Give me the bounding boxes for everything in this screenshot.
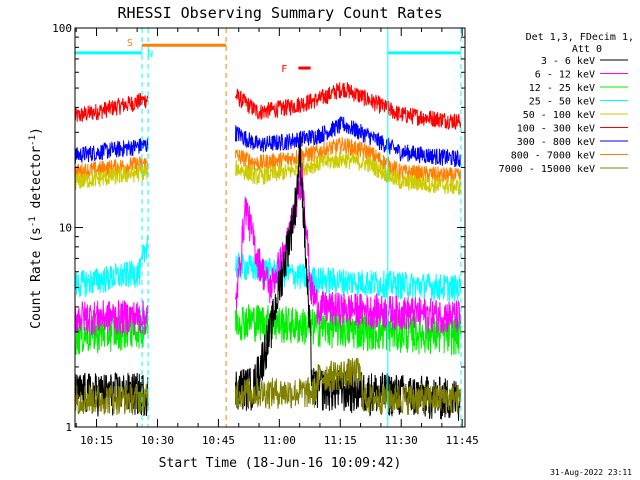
y-axis-label-sup2: -1 xyxy=(28,135,38,146)
series-4-segment-1 xyxy=(74,163,149,191)
legend-label-5: 50 - 100 keV xyxy=(523,110,595,121)
y-axis: 1 10 100 xyxy=(52,22,465,434)
legend: Det 1,3, FDecim 1,Att 03 - 6 keV 6 - 12 k… xyxy=(499,32,634,175)
x-tick-label: 11:45 xyxy=(446,434,479,447)
x-tick-label: 11:00 xyxy=(263,434,296,447)
series-7-segment-1 xyxy=(74,300,149,336)
series-7 xyxy=(74,162,462,336)
x-axis-label: Start Time (18-Jun-16 10:09:42) xyxy=(159,456,402,471)
y-axis-label-mid: detector xyxy=(29,146,44,217)
chart-title: RHESSI Observing Summary Count Rates xyxy=(117,4,442,22)
legend-label-3: 12 - 25 keV xyxy=(529,83,595,94)
series-2-segment-1 xyxy=(74,138,149,164)
legend-label-4: 25 - 50 keV xyxy=(529,97,595,108)
series-1 xyxy=(74,82,462,131)
x-tick-label: 10:15 xyxy=(80,434,113,447)
x-tick-label: 11:30 xyxy=(385,434,418,447)
series-1-segment-2 xyxy=(235,82,462,131)
y-axis-label-sup: -1 xyxy=(28,216,38,227)
series-2 xyxy=(74,116,462,168)
marker-f: F xyxy=(281,64,287,75)
marker-s: S xyxy=(127,38,133,49)
series-6-segment-1 xyxy=(74,309,149,355)
series-9-segment-1 xyxy=(74,382,149,416)
y-tick-label: 10 xyxy=(59,222,72,235)
y-tick-label: 1 xyxy=(65,421,72,434)
legend-label-7: 300 - 800 keV xyxy=(517,137,595,148)
y-tick-label: 100 xyxy=(52,22,72,35)
legend-label-8: 800 - 7000 keV xyxy=(511,151,595,162)
x-axis: 10:15 10:30 10:45 11:00 11:15 11:30 11:45 xyxy=(75,28,479,447)
marker-n: N xyxy=(147,49,153,60)
x-tick-label: 10:45 xyxy=(202,434,235,447)
series-1-segment-1 xyxy=(74,93,149,122)
series-9-segment-2 xyxy=(235,357,462,415)
timestamp: 31-Aug-2022 23:11 xyxy=(550,468,632,477)
x-tick-label: 11:15 xyxy=(324,434,357,447)
legend-label-6: 100 - 300 keV xyxy=(517,124,595,135)
x-tick-label: 10:30 xyxy=(141,434,174,447)
series-4 xyxy=(74,151,462,196)
series-7-segment-2 xyxy=(235,162,462,334)
legend-label-2: 6 - 12 keV xyxy=(535,70,595,81)
legend-label-9: 7000 - 15000 keV xyxy=(499,164,595,175)
series-4-segment-2 xyxy=(235,151,462,196)
legend-label-1: 3 - 6 keV xyxy=(541,56,595,67)
series-5-segment-1 xyxy=(74,234,149,298)
y-axis-label-close: ) xyxy=(29,127,44,135)
series-9 xyxy=(74,357,462,416)
series-2-segment-2 xyxy=(235,116,462,168)
plot-data: S N F xyxy=(74,28,462,427)
legend-header-1: Det 1,3, FDecim 1, xyxy=(526,32,634,43)
legend-header-2: Att 0 xyxy=(572,44,602,55)
plot-frame xyxy=(74,27,466,428)
y-axis-label: Count Rate (s-1 detector-1) xyxy=(28,127,44,329)
y-axis-label-main: Count Rate (s xyxy=(29,227,44,329)
